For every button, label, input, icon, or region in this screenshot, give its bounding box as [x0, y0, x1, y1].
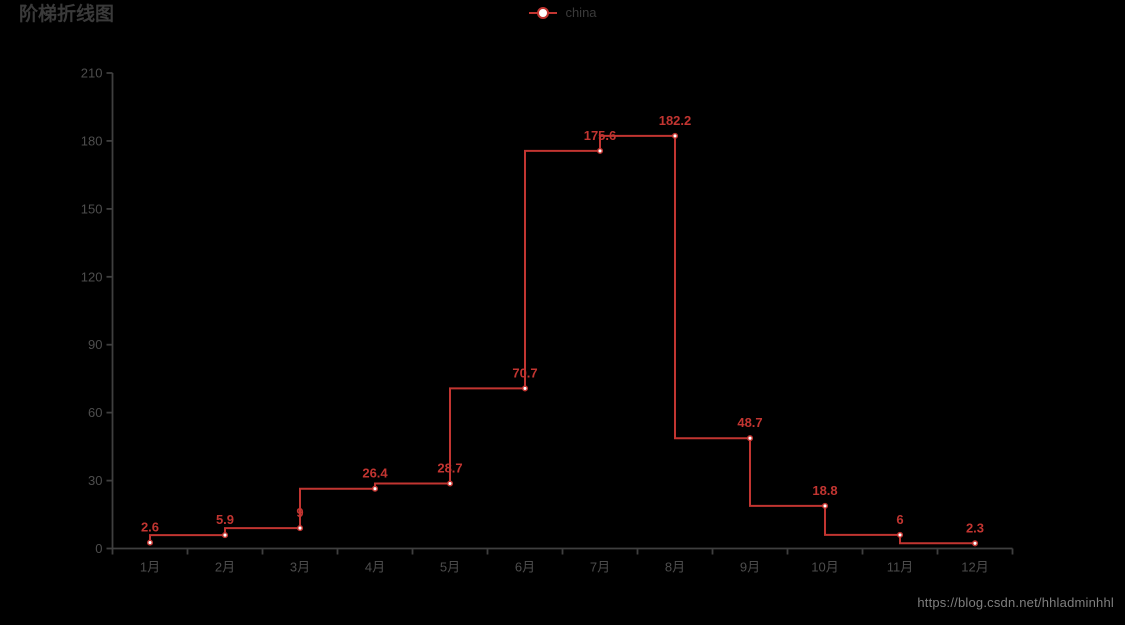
data-point-label: 5.9 [216, 512, 234, 527]
x-axis-label: 10月 [811, 560, 838, 575]
data-point-label: 26.4 [362, 466, 388, 481]
x-axis-label: 2月 [215, 560, 235, 575]
watermark-url: https://blog.csdn.net/hhladminhhl [917, 595, 1114, 610]
data-point-marker[interactable] [896, 531, 904, 538]
data-point-marker[interactable] [296, 525, 304, 532]
data-point-marker[interactable] [221, 532, 229, 539]
data-point-marker[interactable] [521, 385, 529, 392]
x-axis-label: 12月 [961, 560, 988, 575]
y-axis-label: 30 [88, 473, 102, 488]
data-point-marker[interactable] [971, 540, 979, 547]
y-axis-label: 120 [81, 269, 103, 284]
data-point-marker[interactable] [146, 539, 154, 546]
y-axis-label: 0 [95, 541, 102, 556]
data-point-label: 48.7 [737, 415, 762, 430]
data-point-marker[interactable] [746, 435, 754, 442]
data-point-label: 70.7 [512, 365, 537, 380]
legend-line-marker-icon [528, 6, 558, 20]
legend-label: china [565, 5, 597, 20]
data-point-label: 182.2 [659, 113, 692, 128]
y-axis-label: 60 [88, 405, 102, 420]
data-point-marker[interactable] [596, 147, 604, 154]
x-axis-label: 4月 [365, 560, 385, 575]
y-axis-label: 150 [81, 201, 103, 216]
data-point-label: 2.3 [966, 520, 984, 535]
data-point-marker[interactable] [821, 502, 829, 509]
y-axis-label: 180 [81, 133, 103, 148]
x-axis-label: 5月 [440, 560, 460, 575]
data-point-label: 9 [296, 505, 303, 520]
data-point-marker[interactable] [446, 480, 454, 487]
y-axis-label: 90 [88, 337, 102, 352]
data-point-marker[interactable] [671, 132, 679, 139]
data-point-marker[interactable] [371, 485, 379, 492]
legend-item-china[interactable]: china [0, 4, 1125, 22]
x-axis-label: 3月 [290, 560, 310, 575]
x-axis-label: 11月 [887, 560, 914, 575]
data-point-label: 18.8 [812, 483, 837, 498]
x-axis-label: 1月 [140, 560, 160, 575]
chart-title: 阶梯折线图 [19, 4, 115, 25]
series-step-line[interactable] [149, 134, 975, 545]
x-axis-label: 8月 [665, 560, 685, 575]
x-axis-label: 6月 [515, 560, 535, 575]
data-point-label: 28.7 [437, 461, 462, 476]
data-point-label: 2.6 [141, 520, 159, 535]
data-point-label: 175.6 [584, 128, 617, 143]
data-point-label: 6 [896, 512, 903, 527]
y-axis-label: 210 [81, 66, 103, 81]
x-axis-label: 7月 [590, 560, 610, 575]
x-axis-label: 9月 [740, 560, 760, 575]
